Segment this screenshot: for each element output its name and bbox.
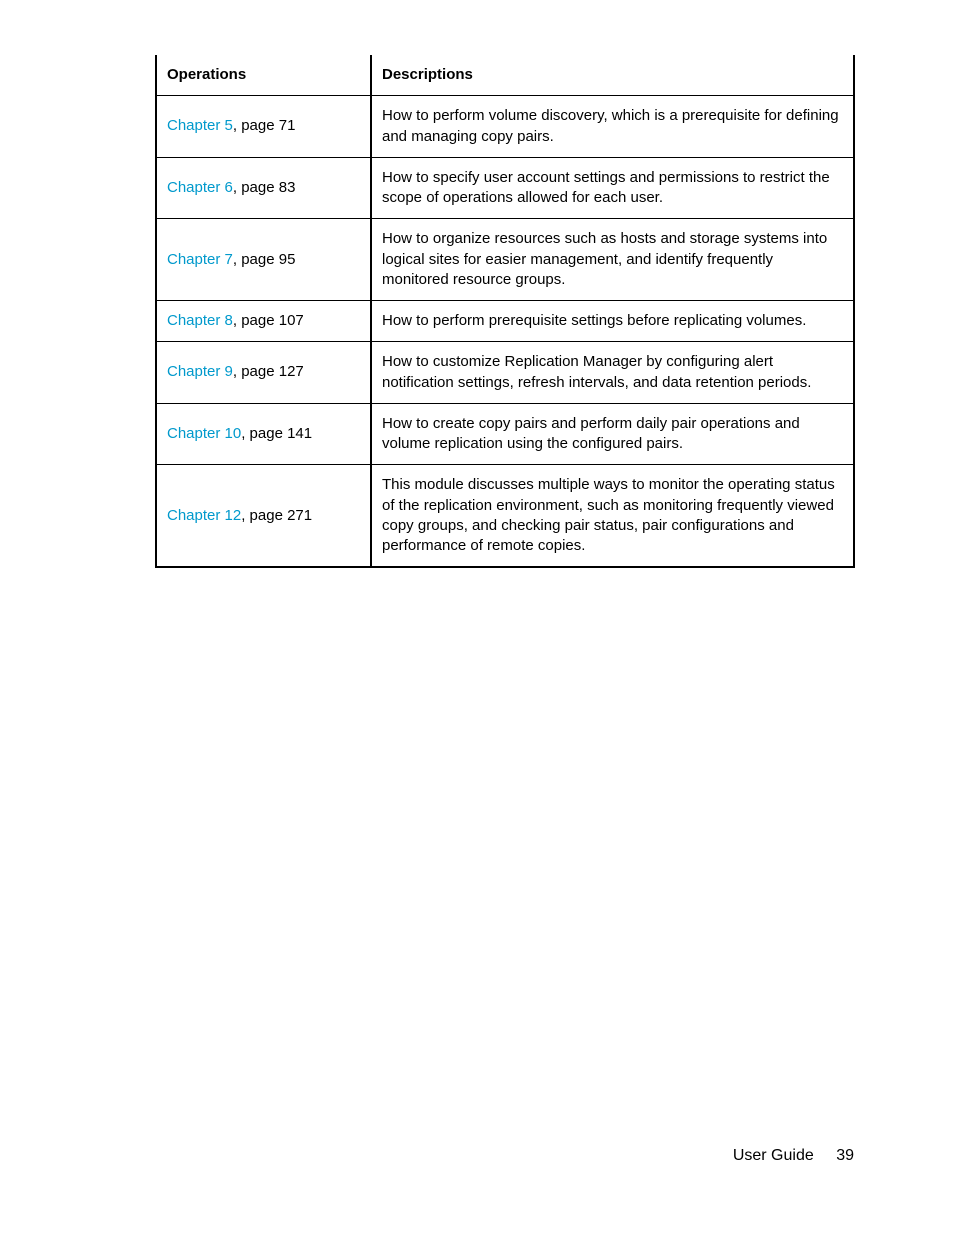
operations-table: Operations Descriptions Chapter 5, page … (155, 55, 855, 568)
table-row: Chapter 10, page 141 How to create copy … (156, 403, 854, 465)
page-ref: , page 141 (241, 425, 312, 442)
page-ref: , page 95 (233, 251, 296, 268)
col-header-operations: Operations (156, 55, 371, 96)
page-ref: , page 127 (233, 363, 304, 380)
table-header-row: Operations Descriptions (156, 55, 854, 96)
table-row: Chapter 5, page 71 How to perform volume… (156, 96, 854, 158)
chapter-link[interactable]: Chapter 6 (167, 179, 233, 196)
description-cell: How to specify user account settings and… (371, 157, 854, 219)
page-ref: , page 83 (233, 179, 296, 196)
table-row: Chapter 6, page 83 How to specify user a… (156, 157, 854, 219)
chapter-link[interactable]: Chapter 5 (167, 117, 233, 134)
operation-cell: Chapter 12, page 271 (156, 465, 371, 568)
page-ref: , page 107 (233, 312, 304, 329)
page-ref: , page 71 (233, 117, 296, 134)
chapter-link[interactable]: Chapter 8 (167, 312, 233, 329)
description-cell: How to perform prerequisite settings bef… (371, 301, 854, 342)
operation-cell: Chapter 8, page 107 (156, 301, 371, 342)
col-header-descriptions: Descriptions (371, 55, 854, 96)
table-row: Chapter 12, page 271 This module discuss… (156, 465, 854, 568)
operation-cell: Chapter 7, page 95 (156, 219, 371, 301)
footer-label: User Guide (733, 1147, 814, 1164)
page: Operations Descriptions Chapter 5, page … (0, 0, 954, 1235)
table-row: Chapter 8, page 107 How to perform prere… (156, 301, 854, 342)
description-cell: How to organize resources such as hosts … (371, 219, 854, 301)
chapter-link[interactable]: Chapter 9 (167, 363, 233, 380)
table-row: Chapter 9, page 127 How to customize Rep… (156, 342, 854, 404)
operation-cell: Chapter 9, page 127 (156, 342, 371, 404)
chapter-link[interactable]: Chapter 10 (167, 425, 241, 442)
operation-cell: Chapter 10, page 141 (156, 403, 371, 465)
table-row: Chapter 7, page 95 How to organize resou… (156, 219, 854, 301)
description-cell: How to create copy pairs and perform dai… (371, 403, 854, 465)
page-ref: , page 271 (241, 507, 312, 524)
operation-cell: Chapter 6, page 83 (156, 157, 371, 219)
page-footer: User Guide 39 (733, 1147, 854, 1165)
page-number: 39 (836, 1147, 854, 1164)
operation-cell: Chapter 5, page 71 (156, 96, 371, 158)
chapter-link[interactable]: Chapter 7 (167, 251, 233, 268)
description-cell: How to customize Replication Manager by … (371, 342, 854, 404)
chapter-link[interactable]: Chapter 12 (167, 507, 241, 524)
description-cell: How to perform volume discovery, which i… (371, 96, 854, 158)
description-cell: This module discusses multiple ways to m… (371, 465, 854, 568)
